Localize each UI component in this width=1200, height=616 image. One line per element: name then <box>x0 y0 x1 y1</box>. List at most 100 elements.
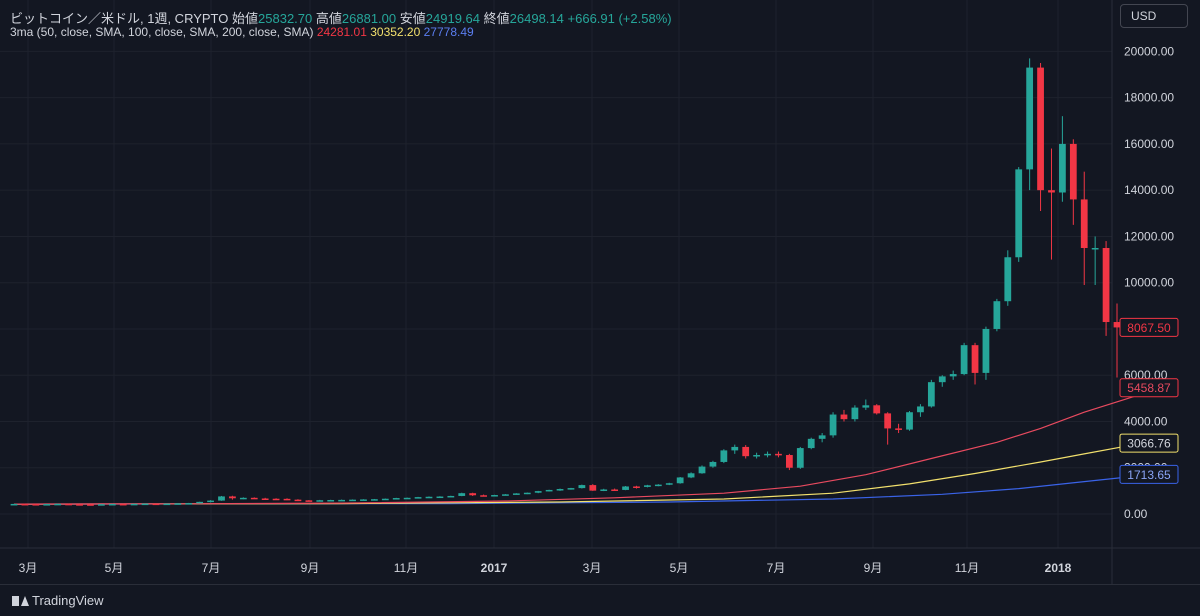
candle-body <box>218 496 225 501</box>
candle-body <box>796 448 804 468</box>
candle-body <box>119 503 127 506</box>
candle-body <box>10 503 18 506</box>
candle-body <box>764 453 771 456</box>
candle-body <box>502 494 509 496</box>
price-label-box <box>1119 464 1179 484</box>
price-label-box <box>1119 378 1179 398</box>
price-chart[interactable]: 0.002000.004000.006000.008000.0010000.00… <box>0 0 1200 584</box>
candle-body <box>392 498 400 500</box>
candle-body <box>250 497 258 500</box>
open-value: 25832.70 <box>258 11 313 26</box>
indicator-legend[interactable]: 3ma (50, close, SMA, 100, close, SMA, 20… <box>10 25 474 39</box>
candle-body <box>884 413 892 429</box>
candle-body <box>1069 143 1077 200</box>
candle-body <box>229 496 236 499</box>
symbol-legend: ビットコイン／米ドル, 1週, CRYPTO 始値25832.70 高値2688… <box>10 8 672 27</box>
y-tick-label: 10000.00 <box>1124 276 1174 290</box>
candle-body <box>665 483 673 485</box>
candle-body <box>414 497 422 499</box>
candle-body <box>32 504 40 506</box>
candle-body <box>174 503 182 505</box>
candle-body <box>327 500 335 502</box>
candle-body <box>108 503 116 506</box>
candle-body <box>807 438 815 449</box>
candle-body <box>163 503 171 506</box>
candle-body <box>1102 248 1110 323</box>
candle-body <box>54 503 62 506</box>
close-value: 26498.14 <box>509 11 564 26</box>
candle-body <box>239 497 247 500</box>
symbol-title: ビットコイン／米ドル, 1週, CRYPTO <box>10 11 229 26</box>
candle-body <box>1048 190 1055 193</box>
candle-body <box>185 503 193 505</box>
candle-body <box>1037 67 1044 191</box>
ma50-value: 24281.01 <box>316 25 367 39</box>
x-tick-label: 5月 <box>105 561 124 575</box>
candle-body <box>305 500 313 502</box>
candle-body <box>906 412 913 430</box>
x-tick-label: 2017 <box>481 561 508 575</box>
candle-body <box>425 496 433 499</box>
x-tick-label: 7月 <box>202 561 221 575</box>
y-tick-label: 20000.00 <box>1124 44 1174 58</box>
currency-button[interactable]: USD <box>1120 4 1188 28</box>
y-tick-label: 18000.00 <box>1124 91 1174 105</box>
candle-body <box>523 492 531 495</box>
candle-body <box>775 453 782 456</box>
candle-body <box>283 498 291 501</box>
candle-body <box>65 503 72 506</box>
candle-body <box>207 500 214 503</box>
candle-body <box>785 455 793 468</box>
candle-body <box>534 491 542 493</box>
candle-body <box>130 503 138 506</box>
low-value: 24919.64 <box>425 11 481 26</box>
candle-body <box>381 498 389 501</box>
tradingview-icon <box>12 596 29 606</box>
candle-body <box>567 488 575 490</box>
tradingview-wordmark: TradingView <box>32 593 104 608</box>
candle-body <box>753 455 760 457</box>
candle-body <box>644 485 651 487</box>
candle-body <box>152 503 160 506</box>
candle-body <box>43 504 51 506</box>
x-tick-label: 9月 <box>301 561 320 575</box>
change-value: +666.91 (+2.58%) <box>567 11 672 26</box>
candle-body <box>1113 322 1121 328</box>
candle-body <box>1080 199 1088 249</box>
candle-body <box>622 486 629 490</box>
candle-body <box>480 495 487 497</box>
candle-body <box>971 345 979 373</box>
candle-body <box>1091 248 1099 250</box>
candle-body <box>371 499 378 501</box>
price-label-ma200: 1713.65 <box>1127 468 1171 482</box>
x-tick-label: 9月 <box>864 561 883 575</box>
candle-body <box>731 446 739 451</box>
candle-body <box>949 374 957 377</box>
candle-body <box>589 485 597 491</box>
x-tick-label: 3月 <box>583 561 602 575</box>
candle-body <box>447 495 455 498</box>
candle-body <box>578 485 586 489</box>
indicator-label: 3ma (50, close, SMA, 100, close, SMA, 20… <box>10 25 314 39</box>
ma200-line <box>13 473 1161 505</box>
price-label-price: 8067.50 <box>1127 321 1171 335</box>
candle-body <box>927 382 935 407</box>
candle-body <box>436 496 444 499</box>
y-tick-label: 4000.00 <box>1124 414 1168 428</box>
high-value: 26881.00 <box>341 11 397 26</box>
x-tick-label: 3月 <box>19 561 38 575</box>
candle-body <box>1015 169 1023 258</box>
footer-bar: TradingView <box>0 584 1200 616</box>
y-tick-label: 0.00 <box>1124 507 1148 521</box>
candle-body <box>676 477 684 484</box>
tradingview-logo[interactable]: TradingView <box>12 593 104 608</box>
candle-body <box>742 446 750 457</box>
candle-body <box>654 484 662 487</box>
candle-body <box>611 489 619 491</box>
candle-body <box>196 501 204 504</box>
candle-body <box>87 504 94 506</box>
price-label-box <box>1119 433 1179 453</box>
candle-body <box>895 428 902 430</box>
x-tick-label: 5月 <box>670 561 689 575</box>
x-tick-label: 7月 <box>767 561 786 575</box>
